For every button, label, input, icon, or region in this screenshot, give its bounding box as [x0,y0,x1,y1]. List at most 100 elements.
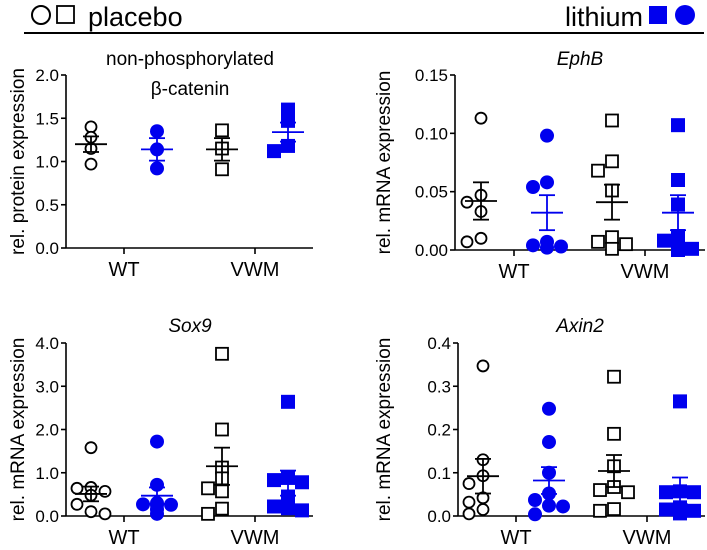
panel-4: 0.0 0.1 0.2 0.3 0.4 WT VWM rel. mRNA expression… [374,316,705,549]
series-wt-placebo [460,111,497,249]
data-point [98,484,112,498]
y-tick-label: 0.1 [427,464,451,483]
y-tick-label: 0.10 [415,124,448,143]
y-tick-label: 1.0 [35,153,59,172]
data-point [540,175,554,190]
data-point [671,243,685,257]
data-point [201,506,215,521]
x-tick-label: WT [500,527,531,549]
data-point [687,503,701,518]
data-point [460,195,474,209]
data-point [673,394,687,409]
data-point [526,180,540,194]
data-point [542,435,556,450]
data-point [84,120,98,134]
legend-placebo-square-icon [56,5,75,24]
y-tick-label: 0.00 [415,241,448,260]
series-vwm-placebo [206,123,238,177]
data-point [98,507,112,521]
data-point [474,231,488,245]
legend-lithium-circle-icon [675,5,695,25]
data-point [215,162,229,177]
data-point [281,113,295,128]
data-point [673,506,687,521]
data-point [201,481,215,496]
y-axis-label: rel. protein expression [8,68,29,255]
data-point [281,394,295,409]
x-tick-label: VWM [231,527,280,549]
y-tick-label: 0.05 [415,183,448,202]
data-point [607,426,621,441]
x-tick-label: WT [108,527,139,549]
data-point [671,173,685,187]
data-point [281,102,295,117]
series-wt-lithium [528,401,570,522]
data-point [462,507,476,521]
series-vwm-lithium [657,118,699,257]
x-tick-label: WT [108,259,139,281]
legend-lithium-label: lithium [564,2,643,32]
y-tick-label: 1.5 [35,109,59,128]
panel-title: Sox9 [168,316,212,337]
data-point [605,113,619,128]
data-point [150,477,164,492]
y-tick-label: 0.2 [427,421,451,440]
x-tick-label: WT [498,261,529,283]
data-point [540,240,554,255]
data-point [659,485,673,500]
data-point [476,359,490,373]
data-point [607,369,621,384]
panel-1: 0.0 0.5 1.0 1.5 2.0 WT VWM rel. protein express… [8,49,313,281]
data-point [150,124,164,139]
data-point [605,230,619,245]
series-vwm-lithium [267,394,309,518]
data-point [295,503,309,518]
data-point [281,501,295,516]
data-point [657,233,671,248]
data-point [84,157,98,171]
y-tick-label: 2.0 [35,66,59,85]
x-tick-label: VWM [623,527,672,549]
panel-title: EphB [557,49,604,70]
x-tick-label: VWM [231,259,280,281]
data-point [460,235,474,249]
y-axis-label: rel. mRNA expression [374,71,395,255]
y-tick-label: 0.3 [427,377,451,396]
y-tick-label: 2.0 [35,421,59,440]
series-vwm-placebo [201,346,238,521]
data-point [671,229,685,243]
data-point [267,144,281,159]
series-wt-placebo [70,441,112,521]
data-point [150,506,164,521]
data-point [528,507,542,522]
data-point [215,422,229,437]
y-tick-label: 0.0 [35,507,59,526]
series-wt-placebo [462,359,499,521]
y-tick-label: 0.15 [415,66,448,85]
legend: placebo lithium [0,0,707,38]
data-point [540,128,554,143]
y-axis-label: rel. mRNA expression [8,338,29,522]
data-point [542,498,556,513]
data-point [164,497,178,512]
data-point [267,499,281,514]
data-point [462,477,476,490]
panel-title: β-catenin [151,79,230,100]
series-vwm-placebo [593,369,635,518]
data-point [591,163,605,178]
series-vwm-placebo [591,113,633,256]
data-point [593,483,607,497]
legend-placebo-label: placebo [88,2,183,32]
data-point [476,503,490,516]
series-wt-lithium [526,128,568,255]
data-point [554,239,568,254]
series-wt-placebo [75,120,107,171]
y-tick-label: 0.0 [35,239,59,258]
data-point [215,123,229,138]
data-point [215,501,229,516]
series-vwm-lithium [659,394,701,521]
data-point [84,505,98,519]
y-tick-label: 0.0 [427,507,451,526]
panel-2: 0.00 0.05 0.10 0.15 WT VWM rel. mRNA expressio… [374,49,705,283]
